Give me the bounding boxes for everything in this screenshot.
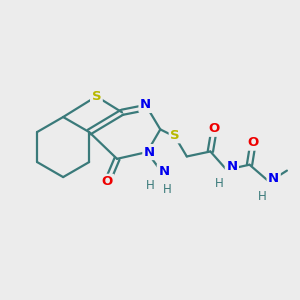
Text: H: H [146,179,154,192]
Text: N: N [226,160,237,173]
Text: O: O [102,175,113,188]
Text: N: N [268,172,279,185]
Text: N: N [144,146,155,159]
Text: O: O [248,136,259,149]
Text: S: S [170,129,180,142]
Text: H: H [258,190,267,203]
Text: N: N [158,165,169,178]
Text: H: H [215,177,224,190]
Text: S: S [92,90,101,103]
Text: O: O [208,122,220,135]
Text: N: N [140,98,151,111]
Text: H: H [163,183,172,196]
